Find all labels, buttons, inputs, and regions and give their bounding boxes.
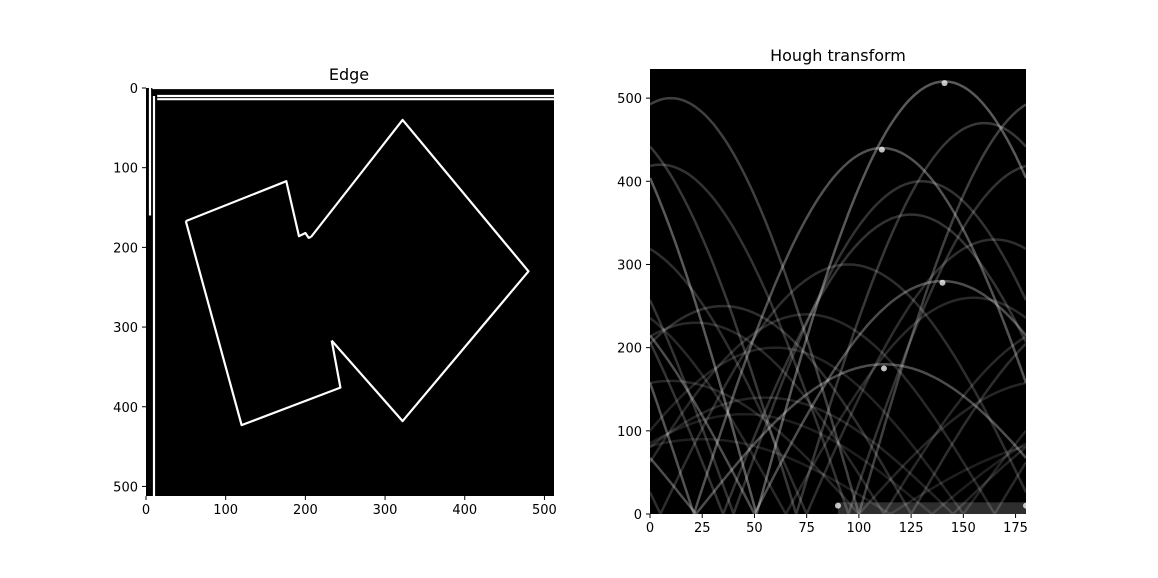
hough-x-tick-label: 0 xyxy=(646,521,654,536)
hough-peak xyxy=(880,365,887,372)
edge-x-tick-label: 100 xyxy=(213,503,238,518)
hough-y-tick-label: 0 xyxy=(634,508,642,523)
hough-curve xyxy=(650,379,1026,514)
edge-y-tick-label: 0 xyxy=(130,82,138,97)
edge-y-tick-label: 300 xyxy=(113,321,138,336)
edge-y-tick-label: 100 xyxy=(113,162,138,177)
hough-curve xyxy=(650,96,1026,514)
hough-y-tick-label: 400 xyxy=(617,175,642,190)
hough-transform-panel: Hough transform 0 25 50 75 100 125 150 175 0 100… xyxy=(617,46,1028,536)
hough-curve xyxy=(650,437,1026,514)
hough-peak xyxy=(878,146,885,153)
edge-x-tick-label: 300 xyxy=(373,503,398,518)
hough-curve xyxy=(650,238,1026,514)
edge-lines xyxy=(148,86,554,496)
hough-curve xyxy=(650,396,1026,514)
edge-image-background xyxy=(146,88,554,496)
hough-curve xyxy=(650,163,1026,514)
hough-y-tick-label: 500 xyxy=(617,92,642,107)
hough-curve xyxy=(650,213,1026,514)
hough-curve xyxy=(650,321,1026,514)
edge-y-tick-label: 200 xyxy=(113,241,138,256)
hough-title: Hough transform xyxy=(770,46,906,65)
edge-line-diamond xyxy=(310,118,530,423)
hough-y-tick-label: 200 xyxy=(617,342,642,357)
hough-y-tick-label: 100 xyxy=(617,425,642,440)
hough-curves xyxy=(650,80,1026,514)
edge-x-axis: 0 100 200 300 400 500 xyxy=(142,496,557,518)
hough-x-tick-label: 50 xyxy=(746,521,763,536)
hough-curve xyxy=(650,146,1026,514)
hough-x-axis: 0 25 50 75 100 125 150 175 xyxy=(646,514,1028,536)
hough-peak xyxy=(939,279,946,286)
hough-peak xyxy=(835,502,841,509)
hough-floor-band xyxy=(838,502,1026,514)
hough-peak xyxy=(1023,502,1026,509)
hough-peak xyxy=(941,80,948,87)
hough-x-tick-label: 100 xyxy=(846,521,871,536)
hough-image-background xyxy=(650,69,1026,514)
hough-x-tick-label: 25 xyxy=(694,521,711,536)
hough-curve xyxy=(650,363,1026,514)
hough-x-tick-label: 125 xyxy=(899,521,924,536)
hough-x-tick-label: 75 xyxy=(798,521,815,536)
edge-line-upper-left xyxy=(185,180,312,239)
edge-x-tick-label: 0 xyxy=(142,503,150,518)
hough-curve xyxy=(650,180,1026,514)
edge-image-panel: Edge 0 100 200 300 400 500 0 100 200 300 400 500 xyxy=(113,65,557,518)
hough-curve xyxy=(650,121,1026,514)
edge-y-tick-label: 500 xyxy=(113,480,138,495)
hough-curve xyxy=(650,313,1026,514)
edge-line-lower-left xyxy=(184,220,342,427)
edge-x-tick-label: 200 xyxy=(293,503,318,518)
hough-curve xyxy=(650,296,1026,514)
edge-y-axis: 0 100 200 300 400 500 xyxy=(113,82,146,495)
hough-curve xyxy=(650,412,1026,514)
hough-y-tick-label: 300 xyxy=(617,258,642,273)
edge-title: Edge xyxy=(329,65,369,84)
hough-curve xyxy=(650,263,1026,514)
hough-curve xyxy=(650,304,1026,514)
hough-curve xyxy=(650,346,1026,514)
hough-y-axis: 0 100 200 300 400 500 xyxy=(617,92,650,523)
hough-x-tick-label: 175 xyxy=(1003,521,1028,536)
edge-x-tick-label: 500 xyxy=(532,503,557,518)
hough-curve xyxy=(650,80,1026,514)
hough-x-tick-label: 150 xyxy=(951,521,976,536)
hough-curve xyxy=(650,279,1026,514)
edge-x-tick-label: 400 xyxy=(452,503,477,518)
edge-y-tick-label: 400 xyxy=(113,401,138,416)
